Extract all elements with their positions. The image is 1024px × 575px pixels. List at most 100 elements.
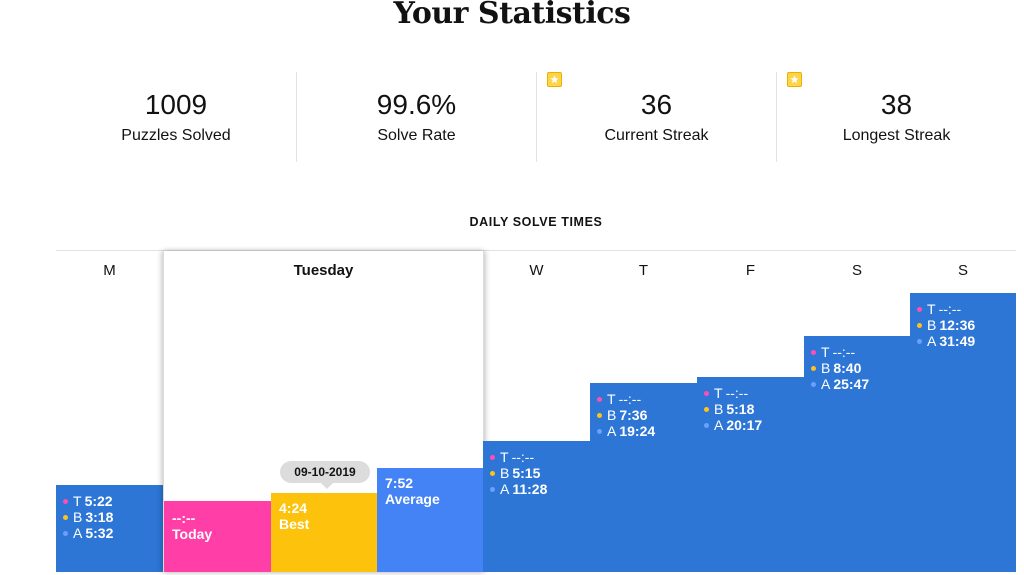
- average-bar-caption: 7:52 Average: [385, 475, 440, 507]
- today-time: --:--: [511, 449, 535, 465]
- average-time: 19:24: [619, 423, 656, 439]
- legend-today: T --:--: [597, 391, 655, 407]
- legend-average: A 25:47: [811, 376, 869, 392]
- today-time: --:--: [172, 510, 196, 526]
- daily-solve-times-chart: M T 5:22 B 3:18 A 5:32 Tuesday --:-- Today …: [56, 250, 1016, 572]
- legend-letter: A: [607, 423, 617, 439]
- legend-letter: B: [714, 401, 724, 417]
- legend-letter: A: [714, 417, 724, 433]
- page-title: Your Statistics: [393, 0, 631, 31]
- time-legend: T 5:22 B 3:18 A 5:32: [63, 493, 113, 541]
- legend-letter: T: [73, 493, 82, 509]
- today-time: --:--: [725, 385, 749, 401]
- day-column-sunday[interactable]: S T --:-- B 12:36 A 31:49: [910, 251, 1016, 572]
- legend-today: T --:--: [490, 449, 547, 465]
- legend-best: B 8:40: [811, 360, 869, 376]
- best-time: 12:36: [939, 317, 976, 333]
- best-time: 7:36: [619, 407, 648, 423]
- today-dot-icon: [704, 390, 709, 396]
- legend-today: T --:--: [704, 385, 762, 401]
- stat-current-streak: 36 Current Streak: [536, 72, 776, 162]
- best-date-tooltip: 09-10-2019: [280, 461, 370, 483]
- day-bar: T --:-- B 7:36 A 19:24: [590, 383, 697, 572]
- today-time: --:--: [618, 391, 642, 407]
- best-label: Best: [279, 516, 310, 532]
- stat-longest-streak: 38 Longest Streak: [776, 72, 1016, 162]
- legend-letter: B: [607, 407, 617, 423]
- average-dot-icon: [597, 428, 602, 434]
- day-column-friday[interactable]: F T --:-- B 5:18 A 20:17: [697, 251, 804, 572]
- average-time: 7:52: [385, 475, 414, 491]
- today-bar: --:-- Today: [164, 501, 271, 572]
- stat-value: 1009: [144, 89, 208, 120]
- today-label: Today: [172, 526, 213, 542]
- day-column-tuesday[interactable]: Tuesday --:-- Today 4:24 Best 7:52 Avera…: [163, 251, 484, 572]
- day-bar: T 5:22 B 3:18 A 5:32: [56, 485, 163, 572]
- best-bar[interactable]: 4:24 Best: [271, 493, 378, 572]
- day-label: T: [638, 262, 649, 279]
- best-dot-icon: [811, 365, 816, 371]
- stat-solve-rate: 99.6% Solve Rate: [296, 72, 536, 162]
- best-time: 4:24: [279, 500, 308, 516]
- legend-average: A 31:49: [917, 333, 975, 349]
- time-legend: T --:-- B 7:36 A 19:24: [597, 391, 655, 439]
- day-column-thursday[interactable]: T T --:-- B 7:36 A 19:24: [590, 251, 697, 572]
- legend-best: B 5:18: [704, 401, 762, 417]
- today-bar-caption: --:-- Today: [172, 510, 212, 542]
- legend-letter: T: [607, 391, 616, 407]
- time-legend: T --:-- B 5:15 A 11:28: [490, 449, 547, 497]
- legend-today: T --:--: [917, 301, 975, 317]
- today-dot-icon: [490, 454, 495, 460]
- legend-today: T --:--: [811, 344, 869, 360]
- stat-puzzles-solved: 1009 Puzzles Solved: [56, 72, 296, 162]
- best-dot-icon: [490, 470, 495, 476]
- best-bar-caption: 4:24 Best: [279, 500, 309, 532]
- legend-letter: T: [927, 301, 936, 317]
- legend-letter: B: [73, 509, 83, 525]
- legend-letter: T: [821, 344, 830, 360]
- best-dot-icon: [917, 322, 922, 328]
- tooltip-arrow: [320, 482, 334, 489]
- best-dot-icon: [704, 406, 709, 412]
- average-dot-icon: [704, 422, 709, 428]
- stat-label: Longest Streak: [842, 127, 951, 144]
- legend-best: B 12:36: [917, 317, 975, 333]
- day-column-wednesday[interactable]: W T --:-- B 5:15 A 11:28: [483, 251, 590, 572]
- day-label: Tuesday: [293, 262, 354, 279]
- day-bar: T --:-- B 12:36 A 31:49: [910, 293, 1016, 572]
- day-label: S: [957, 262, 968, 279]
- stat-value: 38: [880, 89, 913, 120]
- legend-average: A 19:24: [597, 423, 655, 439]
- stat-label: Solve Rate: [377, 127, 456, 144]
- legend-today: T 5:22: [63, 493, 113, 509]
- average-dot-icon: [490, 486, 495, 492]
- average-time: 31:49: [939, 333, 976, 349]
- legend-average: A 20:17: [704, 417, 762, 433]
- today-dot-icon: [811, 349, 816, 355]
- day-bar: T --:-- B 5:18 A 20:17: [697, 377, 804, 572]
- legend-letter: B: [500, 465, 510, 481]
- legend-letter: T: [714, 385, 723, 401]
- time-legend: T --:-- B 8:40 A 25:47: [811, 344, 869, 392]
- day-column-monday[interactable]: M T 5:22 B 3:18 A 5:32: [56, 251, 163, 572]
- star-icon: [787, 72, 802, 87]
- legend-best: B 7:36: [597, 407, 655, 423]
- time-legend: T --:-- B 5:18 A 20:17: [704, 385, 762, 433]
- legend-letter: A: [500, 481, 510, 497]
- today-time: --:--: [832, 344, 856, 360]
- average-time: 20:17: [726, 417, 763, 433]
- today-dot-icon: [597, 396, 602, 402]
- today-dot-icon: [917, 306, 922, 312]
- average-time: 5:32: [85, 525, 114, 541]
- average-bar: 7:52 Average: [377, 468, 483, 572]
- legend-average: A 11:28: [490, 481, 547, 497]
- stat-label: Current Streak: [604, 127, 709, 144]
- today-time: --:--: [938, 301, 962, 317]
- average-time: 11:28: [512, 481, 548, 497]
- today-dot-icon: [63, 498, 68, 504]
- day-label: W: [529, 262, 544, 279]
- stat-label: Puzzles Solved: [121, 127, 231, 144]
- legend-letter: A: [927, 333, 937, 349]
- day-label: S: [851, 262, 862, 279]
- day-column-saturday[interactable]: S T --:-- B 8:40 A 25:47: [804, 251, 910, 572]
